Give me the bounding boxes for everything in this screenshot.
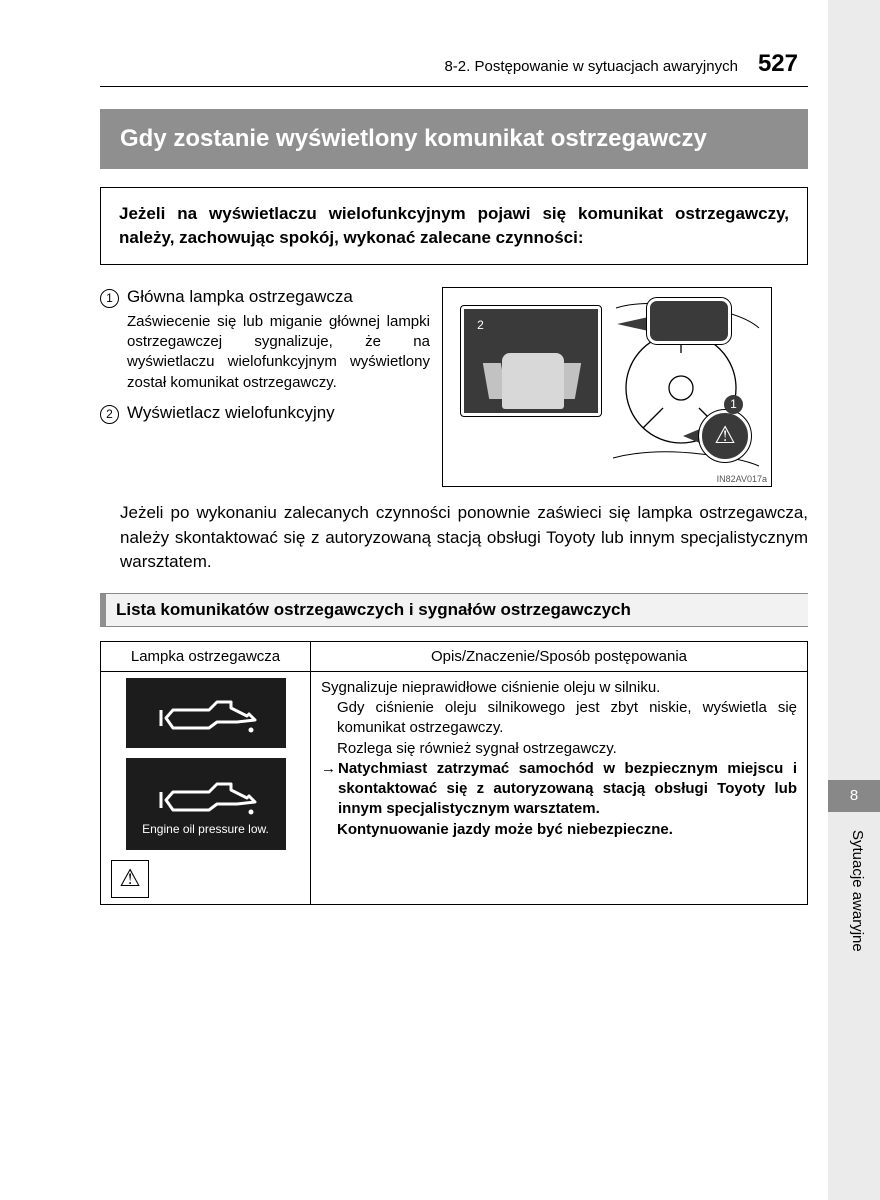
follow-up-paragraph: Jeżeli po wykonaniu zalecanych czynności… <box>120 501 808 575</box>
chapter-side-label: Sytuacje awaryjne <box>849 830 866 952</box>
caution-symbol-icon: ⚠ <box>111 860 149 898</box>
side-tab <box>828 0 880 1200</box>
warning-lamp-callout-icon: ⚠ <box>699 410 751 462</box>
callout-desc-1: Zaświecenie się lub miganie głównej lamp… <box>127 312 430 393</box>
desc-line-5: Kontynuowanie jazdy może być niebezpiecz… <box>321 820 797 840</box>
page-title: Gdy zostanie wyświetlony komunikat ostrz… <box>100 109 808 169</box>
warning-table: Lampka ostrzegawcza Opis/Znaczenie/Sposó… <box>100 641 808 905</box>
chapter-number-tab: 8 <box>828 780 880 812</box>
mfd-callout-icon <box>647 298 731 344</box>
section-label: 8-2. Postępowanie w sytuacjach awaryjnyc… <box>444 58 737 75</box>
diagram-code: IN82AV017a <box>717 474 767 484</box>
oil-pressure-message-icon: Engine oil pressure low. <box>126 758 286 850</box>
dashboard-diagram: 2 ⚠ 1 IN82AV017a <box>442 287 772 487</box>
intro-box: Jeżeli na wyświetlaczu wielofunkcyjnym p… <box>100 187 808 265</box>
desc-line-4: Natychmiast zatrzymać samochód w bezpiec… <box>338 759 797 820</box>
diagram-marker-2: 2 <box>471 316 490 335</box>
oil-pressure-lamp-icon <box>126 678 286 748</box>
desc-line-1: Sygnalizuje nieprawidłowe ciśnienie olej… <box>321 678 797 698</box>
desc-line-2: Gdy ciśnienie oleju silnikowego jest zby… <box>321 698 797 739</box>
callout-list: 1 Główna lampka ostrzegawcza Zaświecenie… <box>100 287 430 487</box>
callout-title-1: Główna lampka ostrzegawcza <box>127 287 353 308</box>
header-rule <box>100 86 808 87</box>
callout-title-2: Wyświetlacz wielofunkcyjny <box>127 403 335 424</box>
page-header: 8-2. Postępowanie w sytuacjach awaryjnyc… <box>100 50 808 78</box>
warning-triangle-icon: ⚠ <box>714 421 736 450</box>
table-col-lamp: Lampka ostrzegawcza <box>101 641 311 671</box>
desc-line-3: Rozlega się również sygnał ostrzegawczy. <box>321 739 797 759</box>
table-col-desc: Opis/Znaczenie/Sposób postępowania <box>311 641 808 671</box>
table-header-row: Lampka ostrzegawcza Opis/Znaczenie/Sposó… <box>101 641 808 671</box>
callout-number-2: 2 <box>100 405 119 424</box>
arrow-icon: → <box>321 759 336 820</box>
subsection-header: Lista komunikatów ostrzegawczych i sygna… <box>100 593 808 627</box>
callout-number-1: 1 <box>100 289 119 308</box>
oil-pressure-text: Engine oil pressure low. <box>142 822 269 836</box>
page-body: 8-2. Postępowanie w sytuacjach awaryjnyc… <box>0 0 828 1200</box>
table-row: Engine oil pressure low. ⚠ Sygnalizuje n… <box>101 671 808 904</box>
diagram-marker-1: 1 <box>724 395 743 414</box>
page-number: 527 <box>758 50 798 78</box>
